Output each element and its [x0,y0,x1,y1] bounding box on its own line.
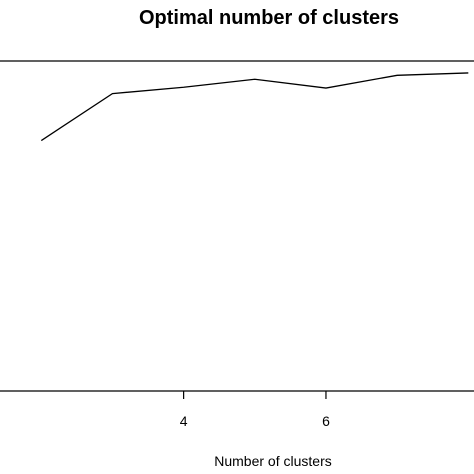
x-axis-label: Number of clusters [214,453,331,469]
chart-title: Optimal number of clusters [139,7,399,29]
series-layer [40,72,469,142]
x-tick-label: 4 [180,413,188,429]
series-line [40,72,469,142]
x-tick-label: 6 [322,413,330,429]
